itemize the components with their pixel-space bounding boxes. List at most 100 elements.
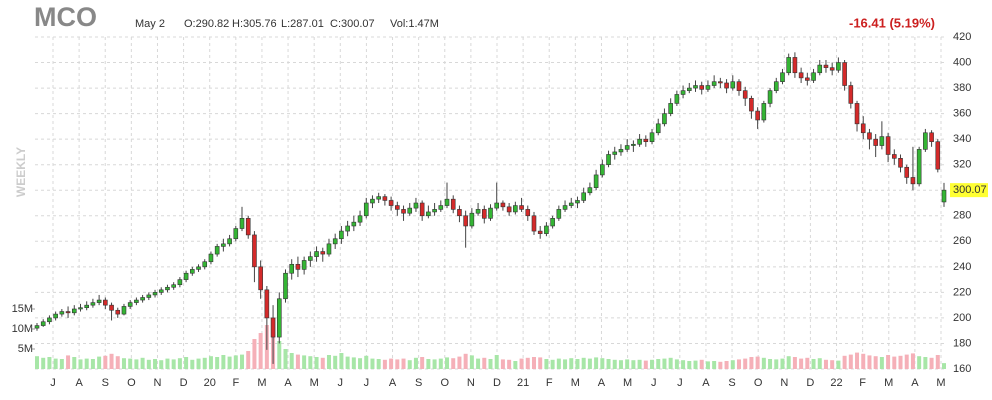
volume-bar xyxy=(575,359,580,369)
candle-body xyxy=(308,256,313,261)
x-tick-label: N xyxy=(153,377,161,389)
candle-body xyxy=(171,284,176,288)
volume-bar xyxy=(463,353,468,369)
volume-bar xyxy=(84,358,89,369)
candle-body xyxy=(295,263,301,270)
candle-body xyxy=(711,81,717,86)
candle-body xyxy=(624,145,630,150)
volume-bar xyxy=(35,356,39,369)
volume-bar xyxy=(867,355,872,369)
volume-bar xyxy=(53,358,58,369)
candle-body xyxy=(910,177,916,185)
volume-bar xyxy=(656,359,661,369)
volume-bar xyxy=(662,358,667,369)
candle-body xyxy=(593,174,599,188)
candle-body xyxy=(916,149,922,185)
volume-bar xyxy=(146,359,151,369)
candle-body xyxy=(351,221,357,227)
x-tick-label: 22 xyxy=(830,377,842,389)
candle-body xyxy=(103,299,108,306)
candle-body xyxy=(140,297,145,301)
candle-body xyxy=(165,286,170,291)
volume-bar xyxy=(544,359,549,369)
period-label: WEEKLY xyxy=(14,147,28,197)
volume-bar xyxy=(929,357,934,369)
volume-bar xyxy=(637,359,642,369)
candle-body xyxy=(401,209,406,214)
volume-bar xyxy=(910,353,915,369)
volume-bar xyxy=(457,356,462,369)
volume-tick-label: 10M xyxy=(12,323,33,335)
volume-bar xyxy=(426,359,431,369)
y-tick-label: 420 xyxy=(953,31,971,43)
y-tick-label: 320 xyxy=(953,159,971,171)
volume-bar xyxy=(712,361,717,369)
volume-bar xyxy=(295,354,300,369)
candle-body xyxy=(786,57,791,74)
volume-bar xyxy=(668,357,673,369)
candle-body xyxy=(363,202,369,217)
volume-bar xyxy=(823,359,828,369)
volume-bar xyxy=(407,360,412,369)
volume-bar xyxy=(861,353,866,369)
volume-bar xyxy=(215,357,220,369)
candle-body xyxy=(823,64,829,68)
candle-body xyxy=(227,238,232,245)
candle-body xyxy=(773,81,779,91)
x-tick-label: A xyxy=(75,377,83,389)
y-tick-label: 240 xyxy=(953,261,971,273)
volume-bar xyxy=(233,355,238,369)
volume-bar xyxy=(581,357,586,369)
volume-bar xyxy=(208,356,213,369)
candle-body xyxy=(53,313,58,319)
candle-body xyxy=(214,246,220,255)
volume-bar xyxy=(413,357,418,369)
volume-bar xyxy=(345,356,350,369)
volume-bar xyxy=(134,359,139,369)
volume-bar xyxy=(923,357,928,369)
y-tick-label: 160 xyxy=(953,363,971,375)
candle-body xyxy=(898,158,903,168)
candle-body xyxy=(662,113,667,125)
volume-bar xyxy=(314,357,319,369)
volume-bar xyxy=(153,359,158,369)
candle-body xyxy=(705,85,711,90)
candle-body xyxy=(345,225,350,232)
volume-bar xyxy=(904,354,909,369)
header-low: L:287.01 xyxy=(281,18,324,30)
x-tick-label: J xyxy=(50,377,56,389)
candle-body xyxy=(494,202,500,209)
x-tick-label: M xyxy=(623,377,632,389)
candle-body xyxy=(382,196,388,201)
volume-bar xyxy=(159,360,164,369)
candle-body xyxy=(289,263,295,274)
volume-bar xyxy=(420,357,425,369)
volume-bar xyxy=(892,356,897,369)
candle-body xyxy=(848,85,854,104)
candle-body xyxy=(736,81,742,91)
candle-body xyxy=(805,77,810,81)
volume-bar xyxy=(587,358,592,369)
x-tick-label: M xyxy=(884,377,893,389)
candle-body xyxy=(314,251,319,257)
candle-body xyxy=(798,72,804,79)
volume-bar xyxy=(469,355,474,369)
candle-body xyxy=(537,230,543,234)
candle-body xyxy=(879,136,885,146)
candle-body xyxy=(668,103,673,114)
candle-body xyxy=(109,304,114,311)
candle-body xyxy=(525,209,531,217)
volume-bar xyxy=(687,361,692,369)
volume-bar xyxy=(538,357,543,369)
y-tick-label: 340 xyxy=(953,133,971,145)
x-tick-label: D xyxy=(806,377,814,389)
x-tick-label: A xyxy=(284,377,292,389)
volume-bar xyxy=(320,357,325,369)
candle-body xyxy=(767,90,773,104)
volume-bar xyxy=(842,355,847,369)
volume-bar xyxy=(693,360,698,369)
volume-bar xyxy=(376,359,381,369)
volume-bar xyxy=(258,333,263,369)
volume-bar xyxy=(625,359,630,369)
candle-body xyxy=(941,189,947,203)
